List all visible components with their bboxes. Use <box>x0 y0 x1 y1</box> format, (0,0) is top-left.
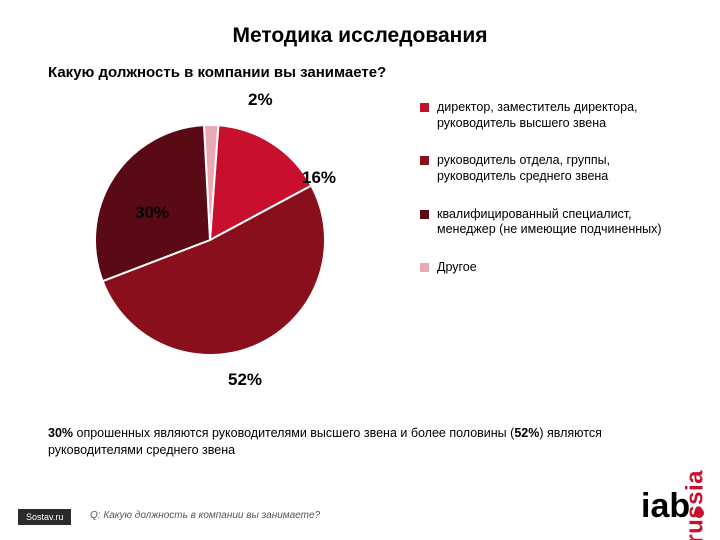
legend-label: руководитель отдела, группы, руководител… <box>437 153 690 184</box>
legend-item: директор, заместитель директора, руковод… <box>420 100 690 131</box>
legend-item: руководитель отдела, группы, руководител… <box>420 153 690 184</box>
legend-label: квалифицированный специалист, менеджер (… <box>437 207 690 238</box>
pie-slice-label: 30% <box>135 203 169 223</box>
legend-swatch <box>420 263 429 272</box>
pie-slice-label: 52% <box>228 370 262 390</box>
summary-span: опрошенных являются руководителями высше… <box>77 426 515 440</box>
legend-swatch <box>420 156 429 165</box>
summary-text: 30% опрошенных являются руководителями в… <box>48 425 608 459</box>
summary-bold: 52% <box>514 426 539 440</box>
question-subtitle: Какую должность в компании вы занимаете? <box>48 64 386 81</box>
pie-chart <box>90 120 330 360</box>
legend-item: Другое <box>420 260 690 276</box>
pie-slice-label: 2% <box>248 90 273 110</box>
legend-swatch <box>420 103 429 112</box>
legend-label: Другое <box>437 260 477 276</box>
legend: директор, заместитель директора, руковод… <box>420 100 690 297</box>
pie-svg <box>90 120 330 360</box>
pie-chart-area: 2% 16% 52% 30% <box>30 90 390 390</box>
iab-logo: iab <box>641 483 705 525</box>
legend-label: директор, заместитель директора, руковод… <box>437 100 690 131</box>
pie-slice-label: 16% <box>302 168 336 188</box>
footnote: Q: Какую должность в компании вы занимае… <box>90 510 320 521</box>
svg-text:iab: iab <box>641 487 690 525</box>
page-title: Методика исследования <box>0 24 720 48</box>
slide: Методика исследования Какую должность в … <box>0 0 720 540</box>
legend-swatch <box>420 210 429 219</box>
legend-item: квалифицированный специалист, менеджер (… <box>420 207 690 238</box>
summary-bold: 30% <box>48 426 77 440</box>
sostav-badge: Sostav.ru <box>18 509 71 525</box>
